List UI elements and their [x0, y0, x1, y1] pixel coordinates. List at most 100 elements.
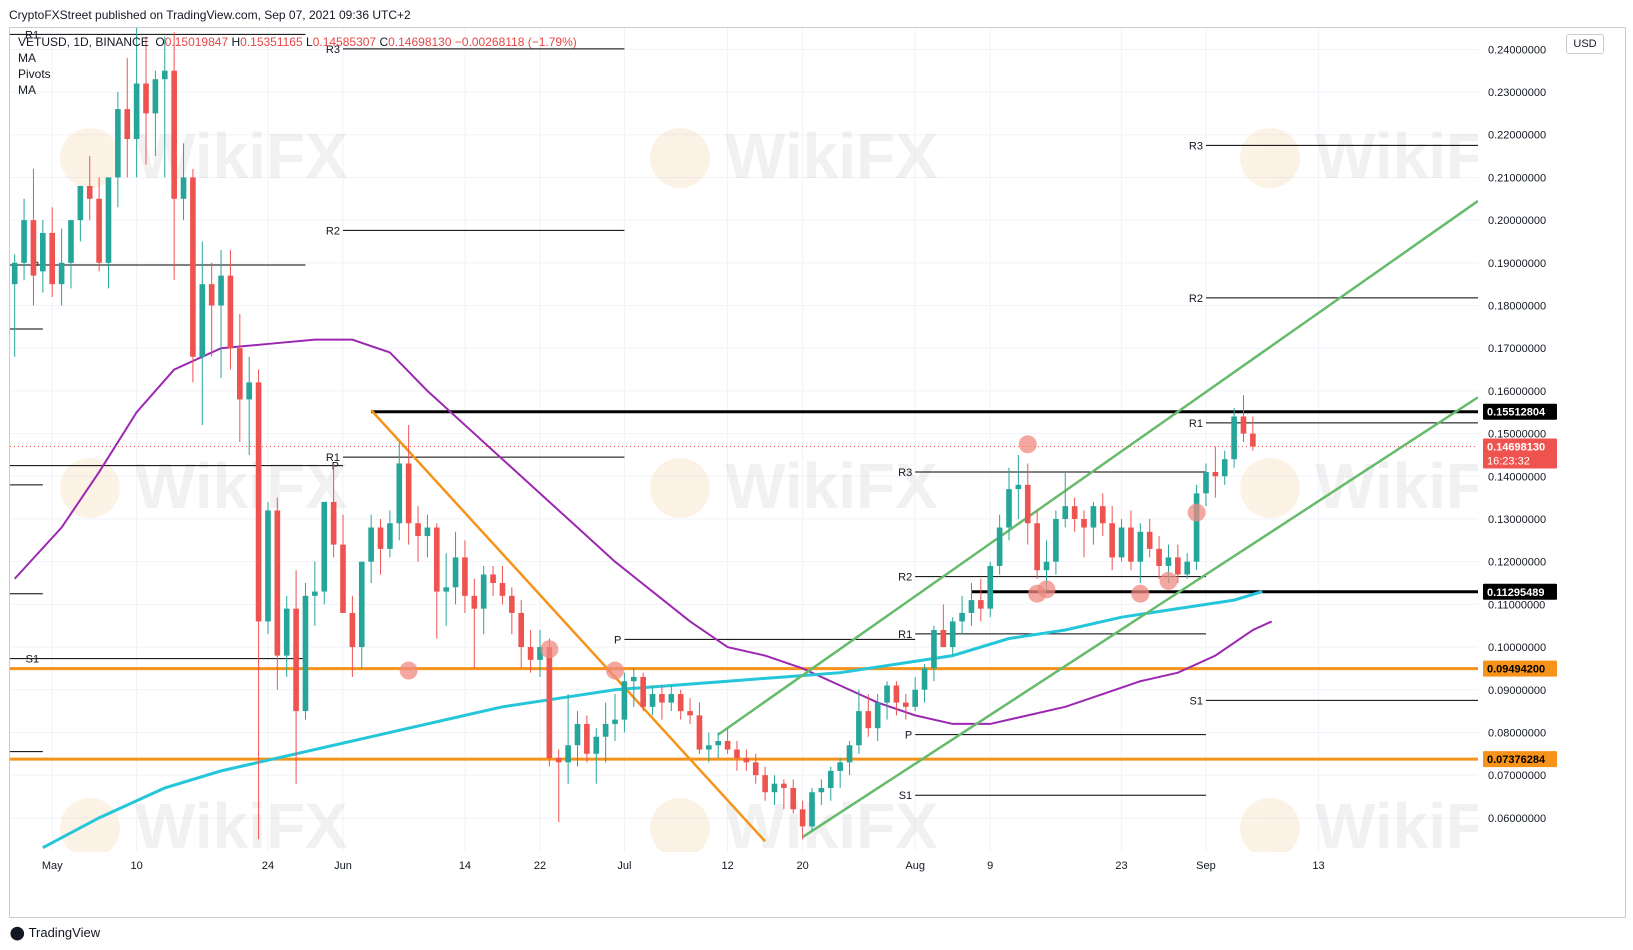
candle-up: [452, 531, 459, 605]
candle-body: [1043, 561, 1050, 571]
candle-up: [133, 28, 140, 178]
candle-down: [433, 523, 440, 639]
candle-body: [846, 745, 853, 763]
candle-up: [630, 668, 637, 707]
ma50-line: [13, 338, 1273, 725]
candle-down: [227, 250, 234, 370]
touch-point-marker: [1037, 580, 1056, 599]
indicator-ma-2[interactable]: MA: [18, 83, 36, 97]
candle-body: [518, 612, 525, 648]
watermark: WikiFX: [60, 790, 348, 852]
watermark-text: WikiFX: [135, 120, 348, 192]
watermark: WikiFX: [1240, 790, 1478, 852]
candle-body: [471, 595, 478, 609]
x-tick-label: 12: [721, 860, 733, 872]
candle-up: [1015, 454, 1022, 519]
x-tick-label: 22: [534, 860, 546, 872]
candle-down: [1175, 544, 1181, 584]
y-tick-label: 0.16000000: [1488, 386, 1546, 398]
watermark-logo-icon: [1240, 128, 1300, 188]
x-tick-label: 13: [1312, 860, 1324, 872]
key-level-price-label-bg: [1483, 403, 1557, 420]
candle-body: [490, 574, 496, 584]
indicator-pivots[interactable]: Pivots: [18, 67, 51, 81]
key-level-price-label: 0.09494200: [1487, 664, 1545, 676]
candle-up: [949, 617, 956, 656]
candle-up: [959, 595, 965, 635]
watermark-logo-icon: [1240, 458, 1300, 518]
candle-down: [555, 749, 562, 823]
trendline: [717, 199, 1478, 736]
candle-up: [912, 676, 919, 712]
candle-body: [208, 284, 215, 306]
candle-down: [330, 463, 337, 558]
key-level-price-label-bg: [1483, 751, 1557, 768]
candle-body: [649, 694, 656, 707]
candle-body: [452, 557, 459, 588]
candle-body: [546, 647, 553, 759]
candle-body: [1146, 531, 1153, 549]
candle-body: [265, 510, 271, 622]
watermark: WikiFX: [1240, 120, 1478, 192]
candle-down: [30, 168, 37, 306]
y-tick-label: 0.06000000: [1488, 813, 1546, 825]
symbol-name[interactable]: VETUSD, 1D, BINANCE: [18, 35, 149, 49]
candle-up: [827, 766, 834, 801]
candle-down: [790, 779, 797, 814]
candle-body: [1184, 561, 1191, 575]
y-tick-label: 0.14000000: [1488, 471, 1546, 483]
y-tick-label: 0.24000000: [1488, 44, 1546, 56]
candle-body: [368, 527, 374, 562]
candle-body: [555, 758, 562, 763]
candle-up: [21, 198, 27, 280]
candle-body: [1156, 548, 1162, 566]
y-tick-label: 0.13000000: [1488, 514, 1546, 526]
candle-down: [584, 715, 590, 763]
candle-body: [593, 736, 600, 754]
candle-body: [940, 629, 947, 648]
candle-up: [246, 356, 253, 455]
candle-up: [1137, 523, 1144, 584]
candle-body: [527, 647, 534, 660]
candle-body: [1240, 416, 1247, 434]
ohlc-low: 0.14585307: [312, 35, 377, 49]
candle-body: [171, 70, 177, 199]
candle-down: [743, 749, 750, 771]
currency-button[interactable]: USD: [1566, 34, 1604, 54]
candle-body: [1231, 416, 1237, 460]
candle-body: [105, 177, 112, 263]
candle-body: [199, 284, 206, 357]
candle-up: [68, 220, 74, 289]
candle-body: [509, 595, 515, 613]
pivot-label: R3: [898, 467, 912, 479]
candle-body: [340, 544, 346, 613]
y-tick-label: 0.07000000: [1488, 770, 1546, 782]
indicator-ma-1[interactable]: MA: [18, 51, 36, 65]
candle-body: [884, 685, 890, 703]
candle-body: [537, 647, 543, 660]
candle-up: [1118, 518, 1125, 562]
candle-up: [1090, 501, 1097, 545]
candle-body: [715, 740, 722, 746]
y-tick-label: 0.23000000: [1488, 87, 1546, 99]
candle-body: [912, 689, 919, 707]
candle-body: [377, 527, 384, 549]
candle-body: [143, 83, 149, 114]
candle-body: [255, 382, 262, 622]
candle-body: [584, 723, 590, 754]
pivot-label: R3: [1189, 140, 1203, 152]
candle-body: [799, 809, 806, 827]
touch-point-marker: [1159, 571, 1178, 590]
candle-body: [246, 382, 253, 400]
last-price-label-countdown: 16:23:32: [1487, 455, 1530, 467]
candle-body: [724, 740, 731, 750]
candle-down: [190, 168, 196, 383]
candle-body: [893, 685, 900, 703]
candle-body: [743, 758, 750, 763]
candle-body: [949, 621, 956, 648]
candle-down: [659, 685, 665, 720]
candle-body: [443, 587, 449, 592]
candle-up: [621, 672, 628, 733]
candle-up: [987, 561, 994, 618]
